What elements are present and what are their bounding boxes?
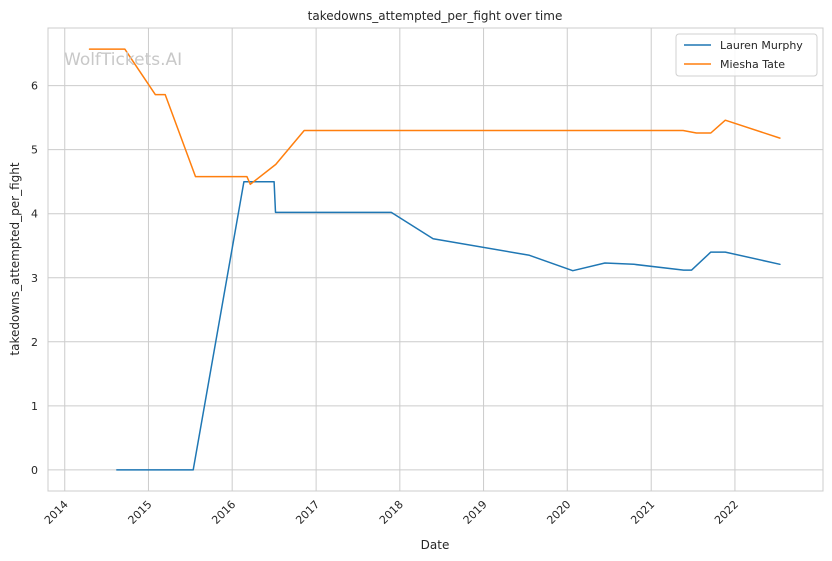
y-tick-label: 1: [31, 400, 38, 413]
series-line-miesha-tate: [88, 48, 781, 186]
y-tick-label: 0: [31, 464, 38, 477]
y-axis-ticks: 0 1 2 3 4 5 6: [31, 80, 38, 477]
legend-label-miesha-tate: Miesha Tate: [720, 58, 785, 71]
legend-box: [675, 33, 818, 77]
chart-title: takedowns_attempted_per_fight over time: [308, 9, 563, 23]
legend: Lauren Murphy Miesha Tate: [675, 33, 818, 77]
plot-frame: [47, 27, 824, 492]
series-layer: [88, 48, 781, 471]
y-tick-label: 4: [31, 208, 38, 221]
series-line-lauren-murphy: [116, 180, 781, 471]
y-tick-label: 2: [31, 336, 38, 349]
grid: [48, 28, 823, 491]
y-tick-label: 3: [31, 272, 38, 285]
x-axis-label: Date: [421, 538, 450, 552]
y-tick-label: 6: [31, 80, 38, 93]
y-tick-label: 5: [31, 144, 38, 157]
y-axis-label: takedowns_attempted_per_fight: [8, 162, 22, 355]
legend-label-lauren-murphy: Lauren Murphy: [720, 39, 803, 52]
watermark: WolfTickets.AI: [64, 50, 182, 70]
